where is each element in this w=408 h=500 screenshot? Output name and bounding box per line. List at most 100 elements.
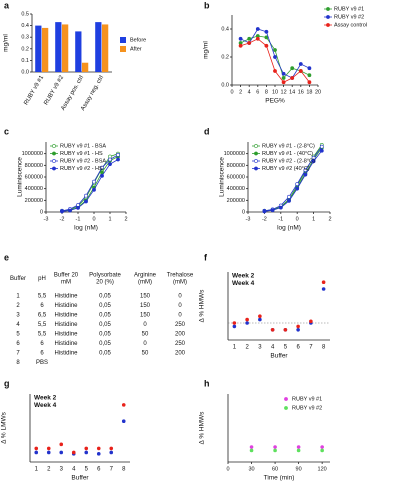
point (298, 69, 303, 73)
legend-label: After (130, 46, 142, 52)
legend-label: RUBY v9 #1 - BSA (60, 143, 106, 149)
y-tick-label: 0.5 (21, 11, 29, 17)
legend-label: Week 2 (34, 395, 57, 402)
point (319, 148, 324, 153)
legend-marker (52, 166, 56, 171)
legend-label: RUBY v9 #1 - (2-8°C) (262, 143, 315, 149)
legend-marker (52, 151, 56, 156)
point (321, 280, 326, 285)
legend-label: Week 4 (34, 402, 57, 409)
x-tick-label: 14 (289, 89, 295, 95)
y-axis-title: Luminiscence (219, 157, 226, 197)
table-cell: 200 (175, 351, 186, 357)
point (249, 448, 254, 453)
y-tick-label: 0.1 (21, 58, 29, 64)
point (273, 69, 277, 73)
x-tick-label: Assay neg. ctrl (80, 75, 105, 112)
y-tick-label: 600000 (227, 174, 245, 180)
panel-letter: a (4, 0, 10, 10)
point (84, 446, 89, 451)
point (290, 76, 295, 80)
y-axis-title: mg/ml (203, 41, 210, 59)
point (255, 27, 260, 31)
x-tick-label: 3 (258, 345, 262, 351)
panel-letter: e (4, 252, 9, 262)
point (108, 157, 112, 162)
x-tick-label: 4 (72, 467, 76, 473)
table-cell: 5,5 (38, 322, 47, 328)
y-tick-label: 600000 (25, 174, 43, 180)
table-cell: 50 (142, 351, 149, 357)
point (59, 450, 64, 455)
legend-label: RUBY v9 #1 (292, 396, 322, 402)
y-axis-title: Δ % HMWs (199, 411, 206, 445)
x-tick-label: RUBY v9 #2 (43, 74, 65, 106)
x-tick-label: 5 (284, 345, 288, 351)
y-tick-label: 1000000 (22, 151, 43, 157)
table-cell: 250 (175, 322, 186, 328)
x-axis-title: Buffer (71, 475, 89, 482)
point (320, 445, 324, 449)
table-cell: Histidine (54, 341, 78, 347)
table-cell: Histidine (54, 313, 78, 319)
table-cell: 0,05 (99, 303, 111, 309)
point (245, 321, 249, 325)
x-tick-label: 7 (309, 345, 313, 351)
legend-marker (326, 23, 330, 27)
table-header: 20 (%) (96, 280, 114, 286)
legend-label: RUBY v9 #2 - (2-8°C) (262, 158, 315, 164)
point (307, 80, 312, 85)
table-cell: 5 (16, 332, 20, 338)
point (71, 450, 76, 455)
x-tick-label: 4 (271, 345, 275, 351)
legend-label: RUBY v9 #2 (40°C) (262, 166, 310, 172)
table-cell: 150 (140, 313, 151, 319)
point (295, 186, 300, 191)
legend-label: Week 2 (232, 273, 255, 280)
point (96, 446, 101, 451)
table-header: pH (38, 276, 46, 282)
legend-label: Before (130, 37, 146, 43)
y-tick-label: 0.4 (21, 23, 29, 29)
x-tick-label: 7 (110, 467, 114, 473)
panel-letter: g (4, 378, 10, 388)
table-cell: 1 (16, 294, 20, 300)
point (296, 324, 300, 329)
y-tick-label: 0.0 (221, 82, 229, 88)
x-tick-label: 20 (315, 89, 321, 95)
y-axis-title: Δ % HMWs (199, 289, 206, 323)
table-cell: 2 (16, 303, 20, 309)
point (100, 173, 104, 178)
point (100, 170, 104, 175)
x-tick-label: 18 (306, 89, 312, 95)
legend-swatch (120, 46, 126, 52)
point (287, 194, 291, 199)
x-axis-title: log (nM) (277, 225, 301, 232)
x-tick-label: 1 (233, 345, 237, 351)
point (281, 80, 286, 85)
point (247, 41, 252, 45)
panel-letter: c (4, 126, 9, 136)
y-tick-label: 200000 (25, 198, 43, 204)
point (84, 199, 88, 204)
panel-letter: d (204, 126, 210, 136)
panel-letter: h (204, 378, 210, 388)
x-tick-label: 2 (47, 467, 51, 473)
point (116, 152, 120, 157)
x-tick-label: 2 (239, 89, 242, 95)
legend-label: RUBY v9 #2 (334, 14, 364, 20)
y-tick-label: 0.0 (21, 69, 29, 75)
bar (42, 27, 49, 73)
legend-swatch (120, 37, 126, 43)
table-cell: 200 (175, 332, 186, 338)
bar (82, 62, 89, 72)
point (273, 448, 277, 453)
table-cell: 50 (142, 332, 149, 338)
x-tick-label: 12 (281, 89, 287, 95)
table-cell: Histidine (54, 322, 78, 328)
table-header: Buffer (10, 276, 26, 282)
y-axis-title: mg/ml (3, 34, 10, 52)
x-tick-label: 0 (230, 89, 233, 95)
point (109, 450, 114, 455)
